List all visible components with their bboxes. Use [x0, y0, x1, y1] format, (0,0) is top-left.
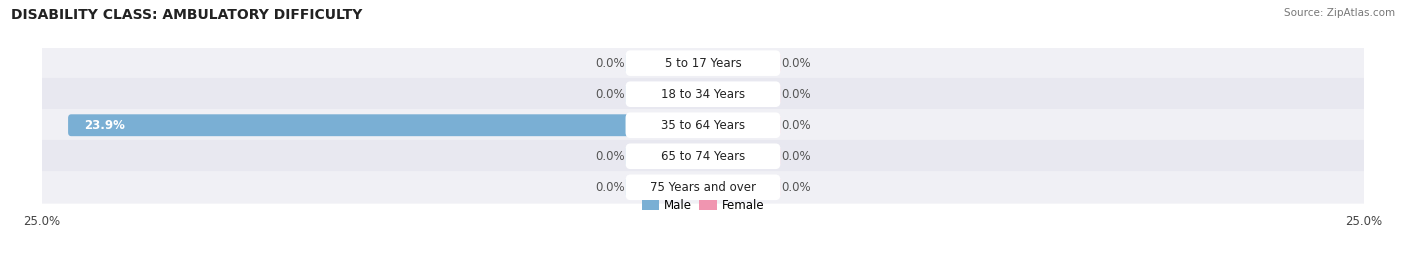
FancyBboxPatch shape [38, 171, 1368, 204]
Text: 0.0%: 0.0% [780, 181, 811, 194]
Legend: Male, Female: Male, Female [637, 194, 769, 217]
Text: 0.0%: 0.0% [595, 181, 626, 194]
Text: 0.0%: 0.0% [780, 57, 811, 70]
Text: 75 Years and over: 75 Years and over [650, 181, 756, 194]
Text: 23.9%: 23.9% [84, 119, 125, 132]
FancyBboxPatch shape [38, 78, 1368, 111]
FancyBboxPatch shape [626, 175, 780, 200]
Text: 65 to 74 Years: 65 to 74 Years [661, 150, 745, 163]
Text: 18 to 34 Years: 18 to 34 Years [661, 88, 745, 101]
FancyBboxPatch shape [700, 145, 780, 167]
Text: 0.0%: 0.0% [595, 57, 626, 70]
Text: 0.0%: 0.0% [595, 150, 626, 163]
FancyBboxPatch shape [626, 52, 706, 74]
FancyBboxPatch shape [700, 52, 780, 74]
Text: DISABILITY CLASS: AMBULATORY DIFFICULTY: DISABILITY CLASS: AMBULATORY DIFFICULTY [11, 8, 363, 22]
FancyBboxPatch shape [626, 112, 780, 138]
FancyBboxPatch shape [626, 82, 780, 107]
Text: 0.0%: 0.0% [595, 88, 626, 101]
Text: 0.0%: 0.0% [780, 119, 811, 132]
Text: Source: ZipAtlas.com: Source: ZipAtlas.com [1284, 8, 1395, 18]
FancyBboxPatch shape [38, 109, 1368, 141]
FancyBboxPatch shape [700, 176, 780, 198]
FancyBboxPatch shape [626, 176, 706, 198]
Text: 35 to 64 Years: 35 to 64 Years [661, 119, 745, 132]
FancyBboxPatch shape [626, 143, 780, 169]
FancyBboxPatch shape [38, 140, 1368, 173]
FancyBboxPatch shape [626, 50, 780, 76]
Text: 0.0%: 0.0% [780, 150, 811, 163]
FancyBboxPatch shape [67, 114, 706, 136]
Text: 5 to 17 Years: 5 to 17 Years [665, 57, 741, 70]
FancyBboxPatch shape [626, 83, 706, 105]
FancyBboxPatch shape [700, 83, 780, 105]
FancyBboxPatch shape [626, 145, 706, 167]
FancyBboxPatch shape [38, 47, 1368, 79]
FancyBboxPatch shape [700, 114, 780, 136]
Text: 0.0%: 0.0% [780, 88, 811, 101]
